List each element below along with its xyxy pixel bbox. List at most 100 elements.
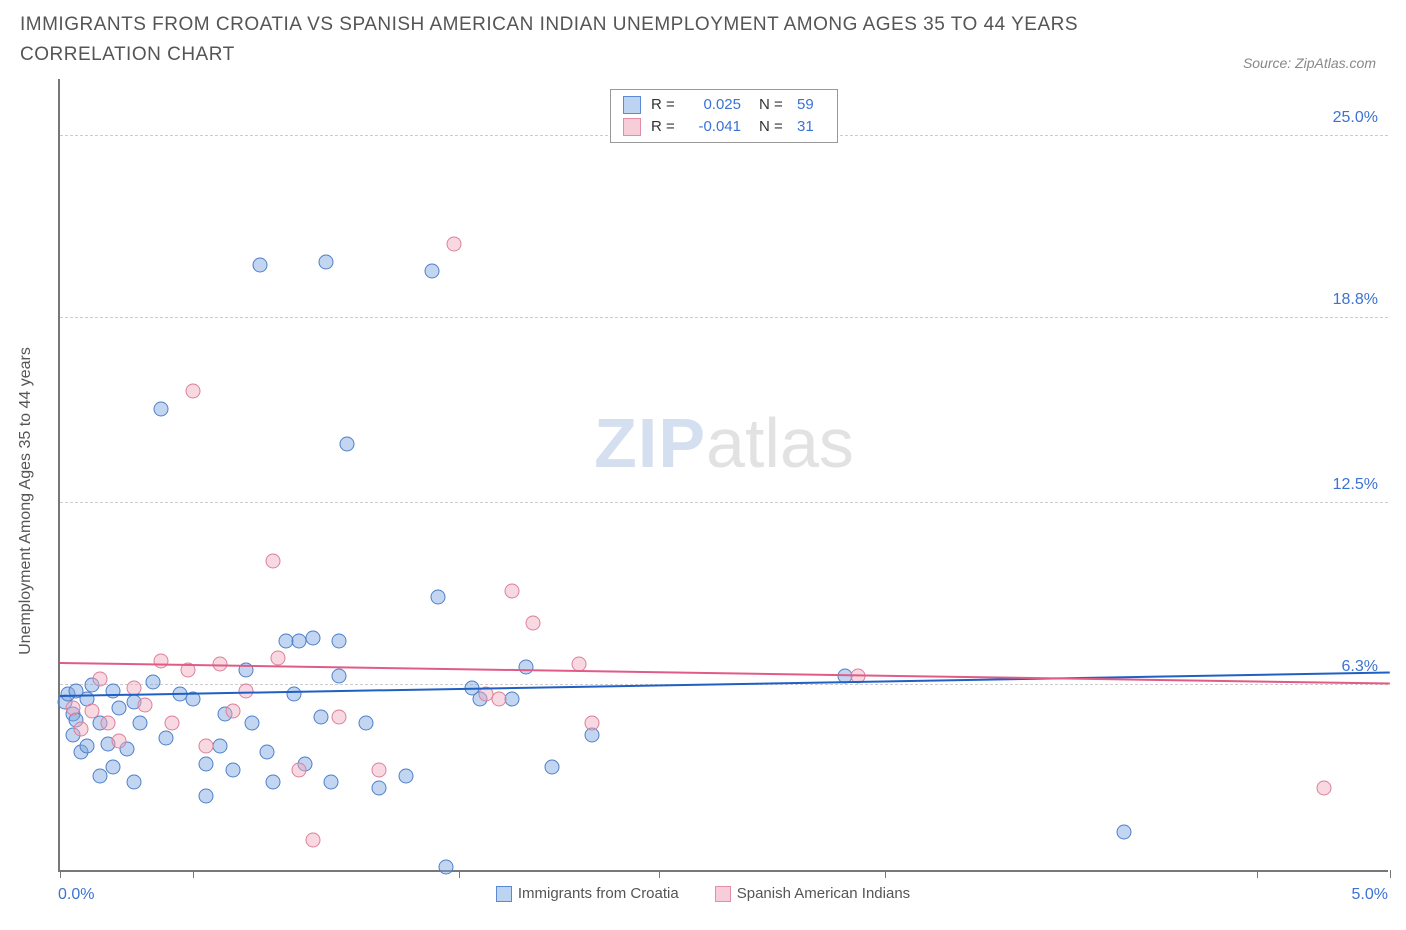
data-point	[111, 733, 126, 748]
data-point	[199, 757, 214, 772]
legend-correlation: R = 0.025 N = 59 R = -0.041 N = 31	[610, 89, 838, 143]
data-point	[199, 789, 214, 804]
data-point	[106, 760, 121, 775]
n-label: N =	[759, 96, 787, 113]
data-point	[164, 715, 179, 730]
data-point	[518, 660, 533, 675]
legend-series: Immigrants from Croatia Spanish American …	[18, 885, 1388, 906]
x-tick	[193, 870, 194, 878]
trend-line	[60, 662, 1390, 685]
r-value: 0.025	[689, 96, 741, 113]
chart-title: IMMIGRANTS FROM CROATIA VS SPANISH AMERI…	[20, 10, 1150, 71]
data-point	[271, 651, 286, 666]
data-point	[305, 833, 320, 848]
data-point	[398, 768, 413, 783]
data-point	[225, 704, 240, 719]
data-point	[92, 671, 107, 686]
data-point	[127, 774, 142, 789]
data-point	[186, 384, 201, 399]
data-point	[372, 780, 387, 795]
data-point	[292, 762, 307, 777]
n-value: 59	[797, 96, 825, 113]
data-point	[252, 257, 267, 272]
y-axis-title: Unemployment Among Ages 35 to 44 years	[17, 347, 35, 655]
r-label: R =	[651, 96, 679, 113]
data-point	[505, 583, 520, 598]
plot-area: ZIPatlas R = 0.025 N = 59 R = -0.041 N = 31 25.…	[58, 79, 1388, 872]
legend-item: Spanish American Indians	[715, 885, 910, 902]
data-point	[313, 710, 328, 725]
data-point	[438, 859, 453, 874]
correlation-chart: Unemployment Among Ages 35 to 44 years Z…	[18, 79, 1388, 924]
data-point	[92, 768, 107, 783]
r-value: -0.041	[689, 118, 741, 135]
x-tick	[659, 870, 660, 878]
legend-label: Immigrants from Croatia	[518, 885, 679, 902]
data-point	[305, 630, 320, 645]
data-point	[1117, 824, 1132, 839]
data-point	[111, 701, 126, 716]
source-attribution: Source: ZipAtlas.com	[1243, 55, 1386, 71]
legend-row: R = -0.041 N = 31	[623, 116, 825, 138]
watermark-zip: ZIP	[594, 404, 706, 482]
data-point	[1316, 780, 1331, 795]
data-point	[446, 237, 461, 252]
data-point	[132, 715, 147, 730]
grid-line	[60, 502, 1388, 503]
data-point	[138, 698, 153, 713]
y-tick-label: 18.8%	[1333, 291, 1378, 309]
x-tick	[1390, 870, 1391, 878]
data-point	[585, 715, 600, 730]
data-point	[154, 654, 169, 669]
data-point	[545, 760, 560, 775]
y-tick-label: 12.5%	[1333, 476, 1378, 494]
data-point	[74, 721, 89, 736]
data-point	[526, 616, 541, 631]
legend-item: Immigrants from Croatia	[496, 885, 679, 902]
data-point	[505, 692, 520, 707]
data-point	[358, 715, 373, 730]
x-tick	[459, 870, 460, 878]
legend-label: Spanish American Indians	[737, 885, 910, 902]
data-point	[324, 774, 339, 789]
data-point	[100, 715, 115, 730]
data-point	[372, 762, 387, 777]
data-point	[332, 668, 347, 683]
data-point	[159, 730, 174, 745]
data-point	[154, 401, 169, 416]
x-tick	[1257, 870, 1258, 878]
legend-swatch	[715, 886, 731, 902]
data-point	[212, 739, 227, 754]
header: IMMIGRANTS FROM CROATIA VS SPANISH AMERI…	[0, 0, 1406, 71]
grid-line	[60, 317, 1388, 318]
r-label: R =	[651, 118, 679, 135]
data-point	[225, 762, 240, 777]
data-point	[340, 436, 355, 451]
legend-row: R = 0.025 N = 59	[623, 94, 825, 116]
data-point	[287, 686, 302, 701]
data-point	[430, 589, 445, 604]
data-point	[332, 710, 347, 725]
legend-swatch	[623, 96, 641, 114]
data-point	[199, 739, 214, 754]
data-point	[244, 715, 259, 730]
data-point	[79, 739, 94, 754]
data-point	[84, 704, 99, 719]
data-point	[66, 701, 81, 716]
x-tick	[60, 870, 61, 878]
data-point	[332, 633, 347, 648]
data-point	[319, 254, 334, 269]
data-point	[491, 692, 506, 707]
data-point	[425, 263, 440, 278]
legend-swatch	[496, 886, 512, 902]
data-point	[265, 774, 280, 789]
watermark-atlas: atlas	[706, 404, 854, 482]
n-label: N =	[759, 118, 787, 135]
y-tick-label: 25.0%	[1333, 109, 1378, 127]
data-point	[265, 554, 280, 569]
x-tick	[885, 870, 886, 878]
legend-swatch	[623, 118, 641, 136]
data-point	[260, 745, 275, 760]
n-value: 31	[797, 118, 825, 135]
watermark: ZIPatlas	[594, 403, 854, 483]
